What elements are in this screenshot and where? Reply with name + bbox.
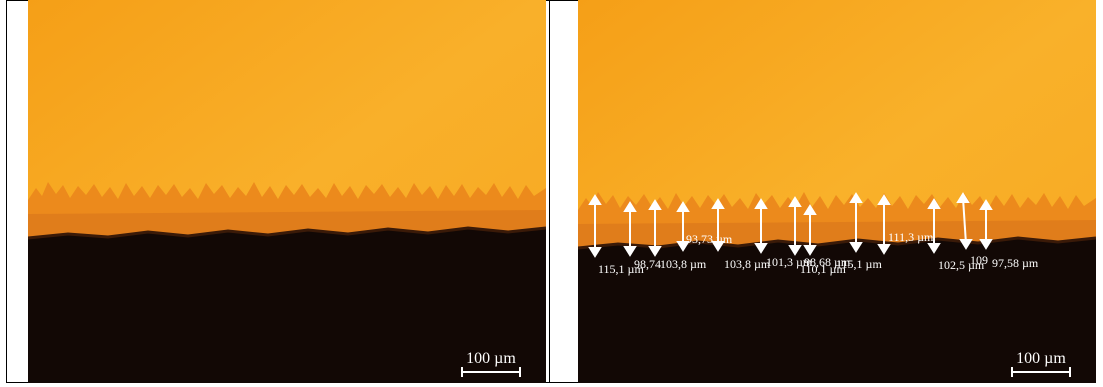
left-scale-label: 100 µm [466,350,516,367]
measurement-label-5: 103,8 µm [724,257,771,271]
measurement-label-12: 109 [970,253,988,267]
measurement-label-8: 110,1 µm [800,262,846,276]
left-scale-bar-line [461,367,521,377]
right-scale-bar: 100 µm [1006,350,1076,377]
measurement-label-10: 111,3 µm [888,230,934,244]
measurement-arrow-4 [676,201,690,252]
left-scale-bar: 100 µm [456,350,526,377]
right-scale-label: 100 µm [1016,350,1066,367]
measurement-label-3: 103,8 µm [660,257,707,271]
measurement-arrow-10 [877,194,891,255]
measurement-arrow-12 [956,192,973,250]
left-micrograph-image [28,0,546,383]
measurement-arrow-7 [788,196,802,256]
right-scale-bar-line [1011,367,1071,377]
measurement-label-13: 97,58 µm [992,256,1039,270]
measurement-label-6: 101,3 µm [766,255,813,269]
measurement-label-2: 98,74 [634,257,661,271]
measurement-label-1: 115,1 µm [598,262,644,276]
measurement-arrow-6 [754,198,768,254]
right-micrograph-image [578,0,1096,383]
measurement-label-11: 102,5 µm [938,258,985,272]
right-micrograph: 115,1 µm 98,74 103,8 µm 93,73 µm 103,8 µ… [578,0,1096,383]
measurement-arrow-9 [849,192,863,253]
measurement-arrow-13 [979,199,993,250]
measurement-arrow-5 [711,198,725,252]
measurement-arrow-8 [803,204,817,256]
measurement-arrow-3 [648,199,662,257]
measurement-arrow-11 [927,198,941,254]
left-micrograph: 100 µm [28,0,546,383]
measurement-arrows [588,192,993,258]
measurement-label-4: 93,73 µm [686,232,733,246]
measurement-arrow-2 [623,201,637,257]
panel-divider [549,0,550,383]
measurement-label-7: 98,68 µm [804,255,851,269]
measurement-arrow-1 [588,194,602,258]
measurement-label-9: 115,1 µm [836,257,882,271]
